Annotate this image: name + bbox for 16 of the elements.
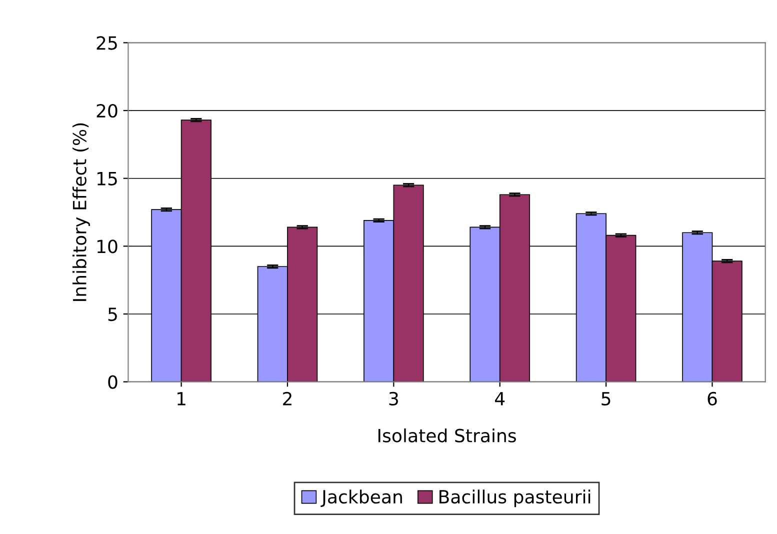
y-tick-label: 5 <box>108 308 117 322</box>
y-tick-label: 25 <box>96 36 117 50</box>
y-tick-label: 20 <box>96 104 118 118</box>
y-axis-title: Inhibitory Effect (%) <box>72 123 90 301</box>
y-tick-label: 0 <box>108 375 118 389</box>
x-axis-title: Isolated Strains <box>378 428 516 442</box>
x-tick-label: 5 <box>602 392 610 406</box>
x-tick-label: 1 <box>178 392 186 406</box>
y-tick-label: 15 <box>97 172 117 186</box>
legend-label: Jackbean <box>320 490 402 507</box>
y-tick-label: 10 <box>97 240 118 254</box>
x-tick-label: 6 <box>708 392 717 406</box>
x-tick-label: 3 <box>389 392 398 406</box>
x-tick-label: 4 <box>495 392 505 406</box>
legend-label: Bacillus pasteurii <box>440 490 590 508</box>
x-tick-label: 2 <box>283 392 292 406</box>
